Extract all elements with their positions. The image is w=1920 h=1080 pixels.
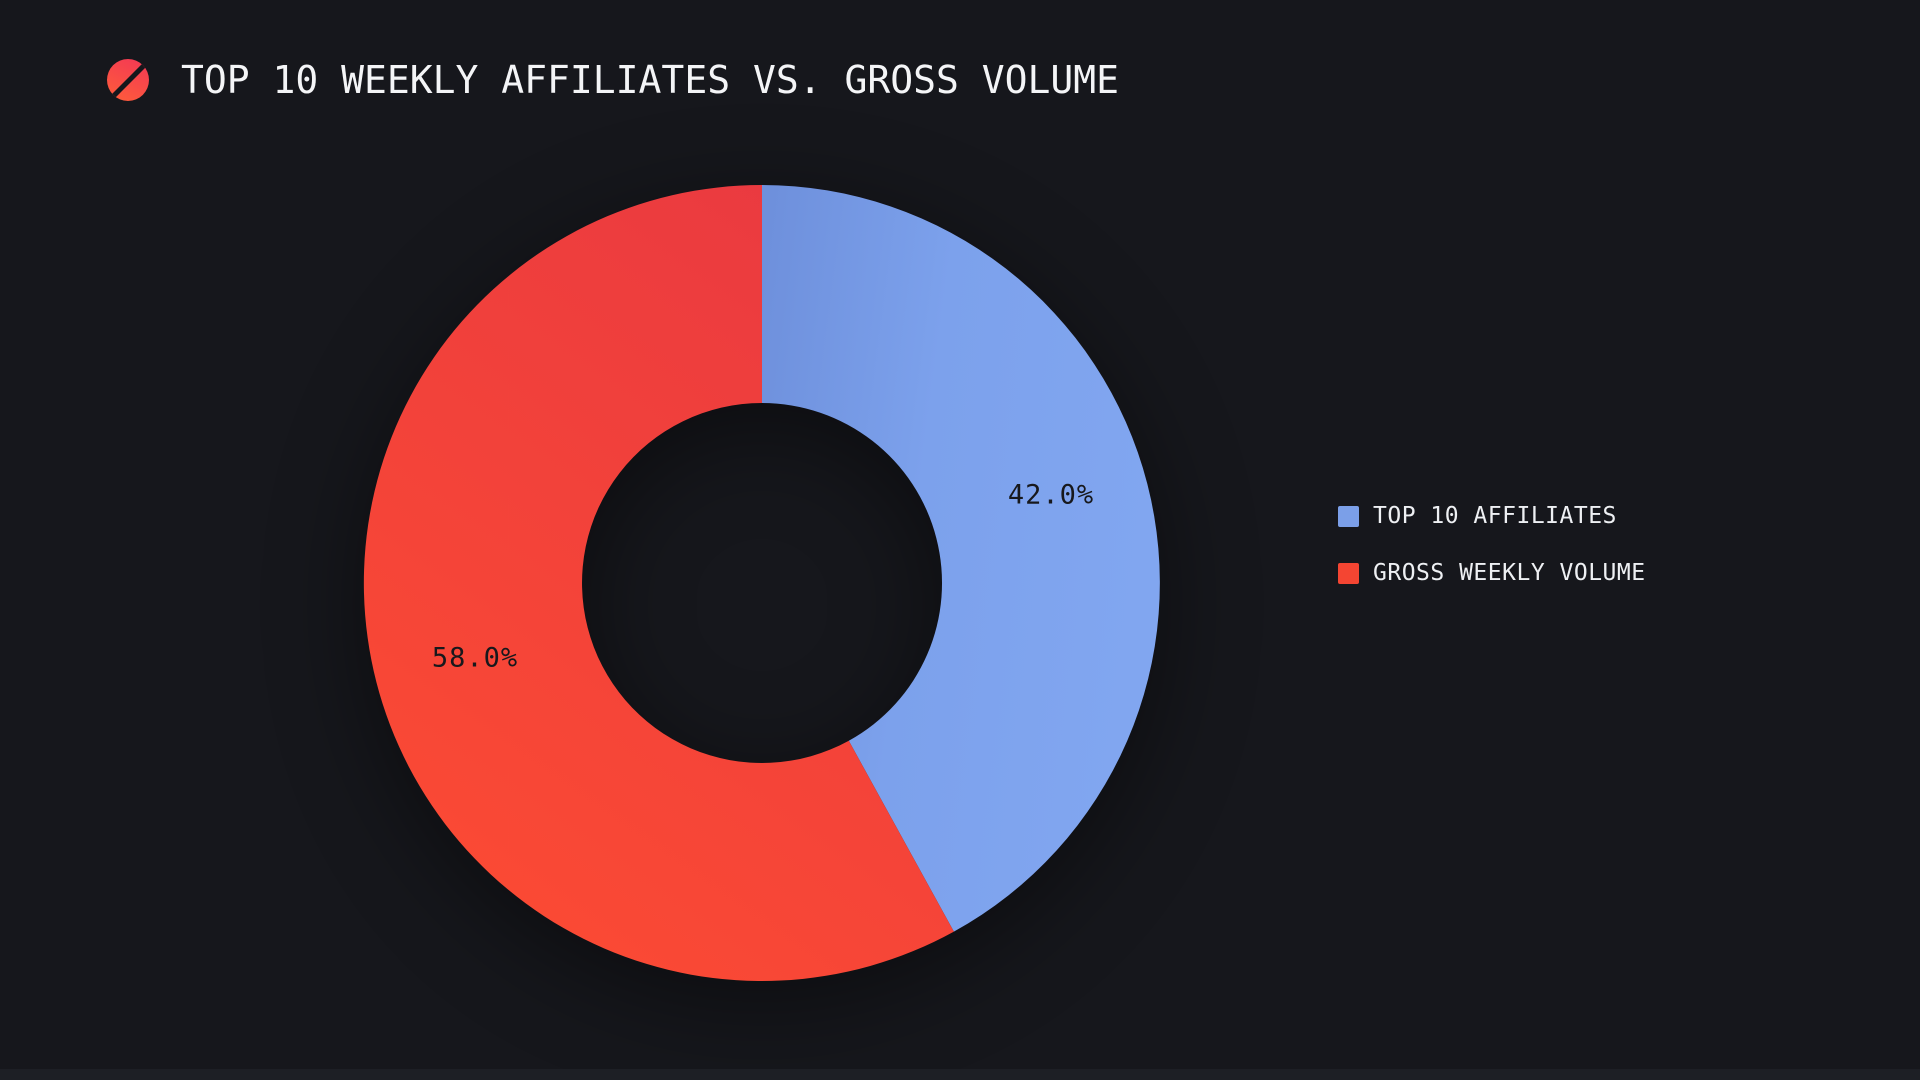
header: TOP 10 WEEKLY AFFILIATES VS. GROSS VOLUM… [107, 58, 1119, 102]
legend-swatch-red [1338, 562, 1359, 584]
legend: TOP 10 AFFILIATES GROSS WEEKLY VOLUME [1338, 503, 1646, 617]
page-title: TOP 10 WEEKLY AFFILIATES VS. GROSS VOLUM… [181, 58, 1119, 102]
donut-chart [362, 183, 1162, 983]
slice-label-top10-affiliates: 42.0% [1007, 479, 1095, 511]
legend-item-top10-affiliates[interactable]: TOP 10 AFFILIATES [1338, 503, 1646, 529]
legend-label: GROSS WEEKLY VOLUME [1373, 560, 1646, 586]
legend-item-gross-weekly-volume[interactable]: GROSS WEEKLY VOLUME [1338, 560, 1646, 586]
pie-slice-top10-affiliates[interactable] [762, 185, 1160, 932]
donut-svg [363, 185, 1160, 981]
slice-label-gross-weekly-volume: 58.0% [431, 642, 519, 674]
legend-swatch-blue [1338, 505, 1359, 527]
window-bottom-edge [0, 1069, 1920, 1080]
slashed-circle-icon [107, 59, 149, 101]
legend-label: TOP 10 AFFILIATES [1373, 503, 1617, 529]
pie-slice-gross-weekly-volume[interactable] [363, 185, 954, 981]
